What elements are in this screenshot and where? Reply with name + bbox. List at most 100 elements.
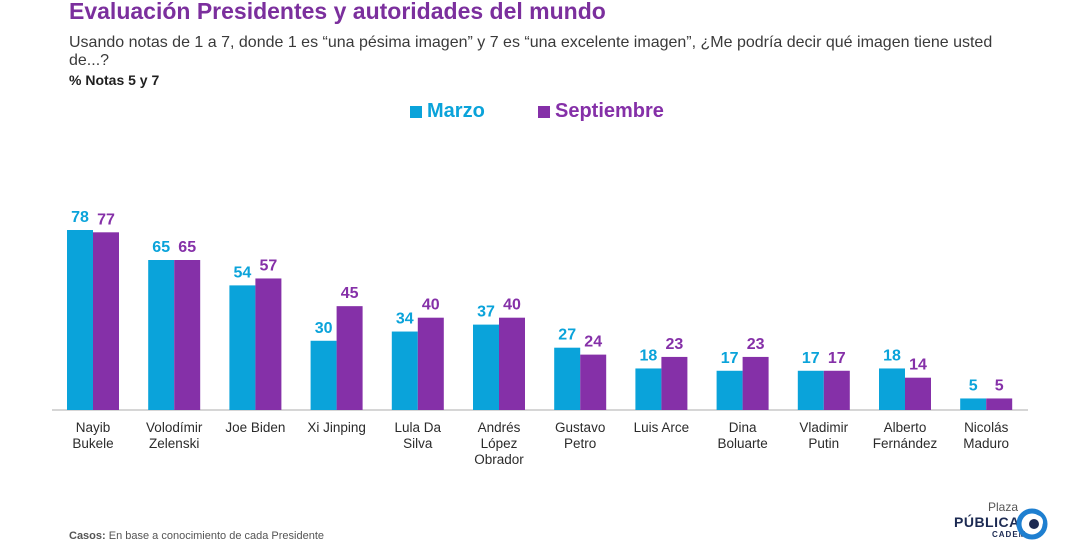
category-label-line: Gustavo <box>555 420 605 435</box>
bar-marzo-0 <box>67 230 93 410</box>
value-label-septiembre-1: 65 <box>178 239 196 256</box>
category-label-line: Bukele <box>72 436 113 451</box>
category-label-line: Dina <box>729 420 757 435</box>
category-label-line: Joe Biden <box>225 420 285 435</box>
value-label-marzo-1: 65 <box>152 239 170 256</box>
category-label-line: Putin <box>808 436 839 451</box>
value-label-septiembre-2: 57 <box>260 257 278 274</box>
legend-item-marzo: Marzo <box>410 100 485 123</box>
value-label-marzo-3: 30 <box>315 320 333 337</box>
bar-septiembre-1 <box>174 260 201 410</box>
value-label-septiembre-9: 17 <box>828 350 846 367</box>
category-label-line: Fernández <box>873 436 938 451</box>
bar-septiembre-10 <box>905 377 931 410</box>
category-label-line: Silva <box>403 436 433 451</box>
bar-septiembre-11 <box>986 398 1013 410</box>
category-label-6: Gustavo Petro <box>555 420 605 451</box>
footnote-label: Casos: <box>69 530 106 542</box>
logo-line1: Plaza <box>988 500 1019 514</box>
category-label-2: Joe Biden <box>225 420 285 435</box>
bar-septiembre-2 <box>255 278 282 410</box>
chart-title: Evaluación Presidentes y autoridades del… <box>69 0 606 24</box>
chart-legend: Marzo Septiembre <box>0 100 1080 126</box>
bar-septiembre-0 <box>93 232 119 410</box>
legend-label-marzo: Marzo <box>427 100 485 122</box>
category-label-9: Vladimir Putin <box>799 420 848 451</box>
value-label-marzo-9: 17 <box>802 350 820 367</box>
bar-marzo-10 <box>879 368 905 410</box>
category-label-line: Obrador <box>474 452 524 467</box>
bar-marzo-8 <box>716 370 743 410</box>
bar-marzo-2 <box>229 285 256 410</box>
footnote: Casos: En base a conocimiento de cada Pr… <box>69 530 324 542</box>
bar-septiembre-4 <box>417 317 444 410</box>
value-label-septiembre-8: 23 <box>747 336 765 353</box>
bar-marzo-7 <box>635 368 662 410</box>
bar-septiembre-9 <box>823 370 850 410</box>
bar-marzo-5 <box>473 324 499 410</box>
value-label-marzo-7: 18 <box>640 347 658 364</box>
value-label-septiembre-11: 5 <box>995 377 1004 394</box>
value-label-marzo-6: 27 <box>558 327 576 344</box>
legend-label-septiembre: Septiembre <box>555 100 664 122</box>
brand-logo: Plaza PÚBLICA CADEM <box>952 500 1062 540</box>
category-label-8: Dina Boluarte <box>717 420 767 451</box>
value-label-septiembre-0: 77 <box>97 211 115 228</box>
metric-label: % Notas 5 y 7 <box>69 72 160 88</box>
category-label-line: Xi Jinping <box>307 420 366 435</box>
legend-item-septiembre: Septiembre <box>538 100 664 123</box>
bar-septiembre-7 <box>661 356 688 410</box>
category-label-line: Andrés <box>478 420 521 435</box>
bar-septiembre-5 <box>499 317 525 410</box>
bar-marzo-6 <box>554 347 581 410</box>
category-label-3: Xi Jinping <box>307 420 366 435</box>
category-label-line: Vladimir <box>799 420 848 435</box>
bar-septiembre-3 <box>336 306 363 410</box>
value-label-marzo-5: 37 <box>477 304 495 321</box>
category-label-5: Andrés López Obrador <box>474 420 524 467</box>
footnote-text: En base a conocimiento de cada President… <box>105 530 324 542</box>
category-label-line: Nayib <box>76 420 111 435</box>
category-label-line: Luis Arce <box>634 420 690 435</box>
value-label-septiembre-6: 24 <box>584 334 602 351</box>
chart-subtitle: Usando notas de 1 a 7, donde 1 es “una p… <box>69 34 993 69</box>
value-label-septiembre-5: 40 <box>503 297 521 314</box>
category-label-line: Boluarte <box>717 436 767 451</box>
legend-swatch-marzo <box>410 105 422 118</box>
logo-mark-icon <box>1016 508 1048 540</box>
category-label-line: Petro <box>564 436 596 451</box>
bar-marzo-11 <box>960 398 987 410</box>
value-label-septiembre-7: 23 <box>666 336 684 353</box>
category-label-11: Nicolás Maduro <box>963 420 1009 451</box>
category-label-line: Alberto <box>884 420 927 435</box>
bar-septiembre-8 <box>742 356 769 410</box>
value-label-septiembre-10: 14 <box>909 357 927 374</box>
logo-line3: CADEM <box>992 530 1027 539</box>
bar-marzo-1 <box>148 260 175 410</box>
value-label-marzo-2: 54 <box>234 264 252 281</box>
value-label-marzo-11: 5 <box>969 377 978 394</box>
category-label-4: Lula Da Silva <box>395 420 442 451</box>
category-label-line: Lula Da <box>395 420 442 435</box>
value-label-marzo-8: 17 <box>721 350 739 367</box>
value-label-marzo-4: 34 <box>396 311 414 328</box>
value-label-septiembre-3: 45 <box>341 285 359 302</box>
category-label-0: Nayib Bukele <box>72 420 113 451</box>
category-label-line: Zelenski <box>149 436 199 451</box>
value-label-septiembre-4: 40 <box>422 297 440 314</box>
bar-marzo-9 <box>797 370 824 410</box>
category-label-10: Alberto Fernández <box>873 420 938 451</box>
category-label-1: Volodímir Zelenski <box>146 420 203 451</box>
value-label-marzo-0: 78 <box>71 209 89 226</box>
category-label-line: Maduro <box>963 436 1009 451</box>
bar-marzo-4 <box>391 331 418 410</box>
value-label-marzo-10: 18 <box>883 347 901 364</box>
legend-swatch-septiembre <box>538 105 550 118</box>
bar-septiembre-6 <box>580 354 607 410</box>
category-label-line: Volodímir <box>146 420 203 435</box>
category-label-line: López <box>481 436 518 451</box>
category-label-line: Nicolás <box>964 420 1009 435</box>
logo-line2: PÚBLICA <box>954 514 1020 530</box>
bar-marzo-3 <box>310 340 337 410</box>
